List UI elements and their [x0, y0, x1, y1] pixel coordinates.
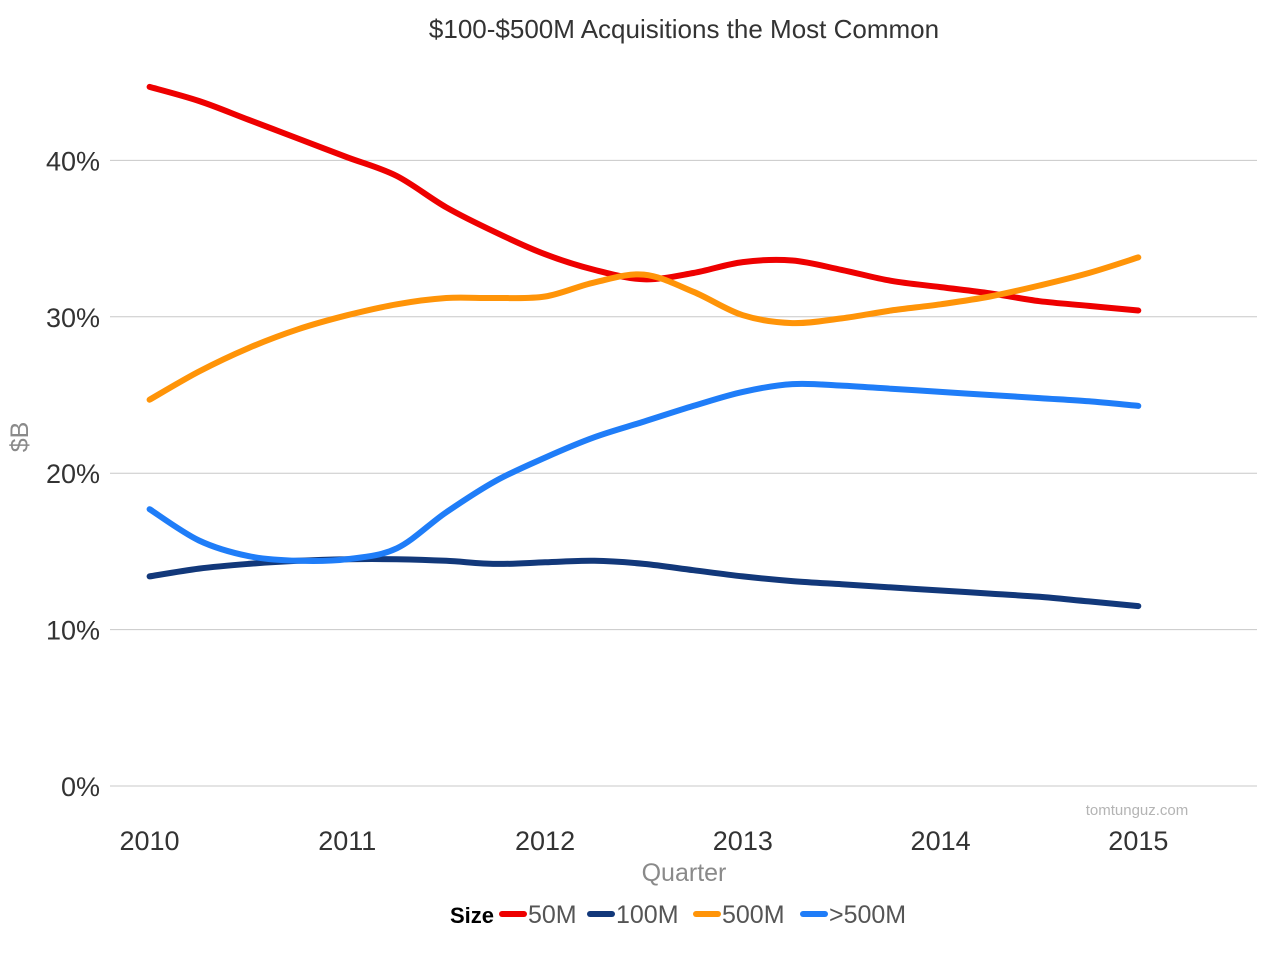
- series-lines: [146, 83, 1142, 610]
- y-tick-label: 20%: [46, 459, 100, 489]
- legend-label-50m: 50M: [528, 901, 577, 929]
- y-axis-ticks: 0% 10% 20% 30% 40%: [46, 146, 100, 802]
- gridlines: [110, 159, 1257, 787]
- series-line-500m: [146, 380, 1142, 565]
- legend-label-500m: >500M: [829, 901, 906, 929]
- legend-label-100m: 100M: [616, 901, 679, 929]
- x-tick-label: 2010: [120, 826, 180, 856]
- y-axis-label: $B: [6, 422, 34, 453]
- series-line-50m: [146, 83, 1142, 314]
- y-tick-label: 40%: [46, 146, 100, 176]
- series-line-500m: [146, 254, 1142, 403]
- legend-title: Size: [450, 903, 494, 928]
- chart-title: $100-$500M Acquisitions the Most Common: [429, 14, 939, 44]
- x-tick-label: 2014: [911, 826, 971, 856]
- legend-label-500m: 500M: [722, 901, 785, 929]
- series-line-100m: [146, 556, 1142, 610]
- watermark-text: tomtunguz.com: [1086, 802, 1189, 819]
- x-tick-label: 2015: [1108, 826, 1168, 856]
- x-axis-label: Quarter: [642, 859, 727, 887]
- y-tick-label: 0%: [61, 772, 100, 802]
- y-tick-label: 30%: [46, 303, 100, 333]
- x-axis-ticks: 2010 2011 2012 2013 2014 2015: [120, 826, 1169, 856]
- x-tick-label: 2013: [713, 826, 773, 856]
- y-tick-label: 10%: [46, 616, 100, 646]
- x-tick-label: 2012: [515, 826, 575, 856]
- x-tick-label: 2011: [318, 826, 376, 856]
- legend: Size 50M 100M 500M >500M: [450, 901, 906, 929]
